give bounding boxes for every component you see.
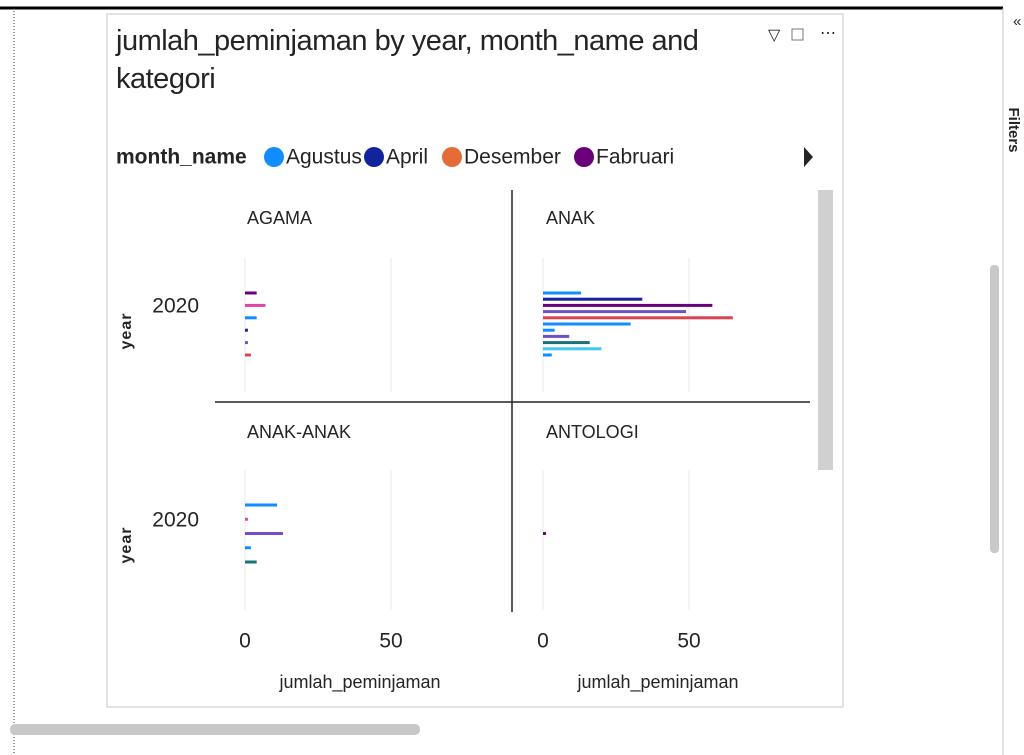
x-tick-label: 50 (379, 630, 402, 653)
bar (245, 560, 257, 564)
panel-title: ANAK-ANAK (247, 422, 351, 442)
bar (245, 517, 248, 521)
x-tick-label: 0 (239, 630, 251, 653)
legend-swatch (364, 147, 384, 167)
x-tick-label: 0 (537, 630, 549, 653)
x-axis-title: jumlah_peminjaman (278, 672, 440, 693)
v-scrollbar[interactable] (818, 190, 833, 470)
legend-title: month_name (116, 146, 247, 169)
bar (543, 322, 631, 326)
legend-label: April (386, 146, 428, 169)
bar (543, 341, 590, 345)
legend-swatch (574, 147, 594, 167)
bar (543, 347, 602, 351)
legend-label: Fabruari (596, 146, 674, 169)
panel-title: AGAMA (247, 208, 312, 228)
bar (543, 334, 570, 338)
x-axis-title: jumlah_peminjaman (576, 672, 738, 693)
visual-frame (106, 13, 844, 708)
legend-label: Desember (464, 146, 561, 169)
x-tick-label: 50 (677, 630, 700, 653)
legend-swatch (264, 147, 284, 167)
legend-swatch (442, 147, 462, 167)
legend-next[interactable] (804, 147, 813, 167)
h-scrollbar[interactable] (10, 724, 420, 735)
panel-title: ANTOLOGI (546, 422, 639, 442)
bar (245, 328, 248, 332)
bar (543, 532, 546, 535)
panel-title: ANAK (546, 208, 595, 228)
collapse-icon[interactable]: « (1013, 13, 1021, 30)
filters-label[interactable]: Filters (1005, 107, 1022, 152)
legend-label: Agustus (286, 146, 362, 169)
pane-scrollbar[interactable] (990, 265, 999, 553)
bar (543, 310, 687, 314)
bar (543, 297, 643, 301)
y-axis-title: year (118, 527, 135, 564)
bar (543, 303, 713, 307)
focus-icon[interactable] (791, 28, 804, 41)
bar (245, 303, 266, 307)
bar (245, 532, 283, 535)
bar (543, 353, 552, 357)
bar (245, 291, 257, 295)
bar (245, 546, 251, 550)
bar (245, 503, 278, 507)
bar (245, 353, 251, 357)
bar (245, 316, 257, 320)
filter-icon[interactable]: ▽ (768, 27, 781, 44)
y-axis-title: year (118, 313, 135, 350)
bar (543, 316, 733, 320)
bar (543, 328, 555, 332)
visual-title: jumlah_peminjaman by year, month_name an… (116, 25, 699, 95)
bar (245, 341, 248, 345)
bar (543, 291, 581, 295)
more-icon[interactable]: ⋯ (820, 25, 836, 42)
y-tick-label: 2020 (152, 295, 199, 318)
y-tick-label: 2020 (152, 509, 199, 532)
